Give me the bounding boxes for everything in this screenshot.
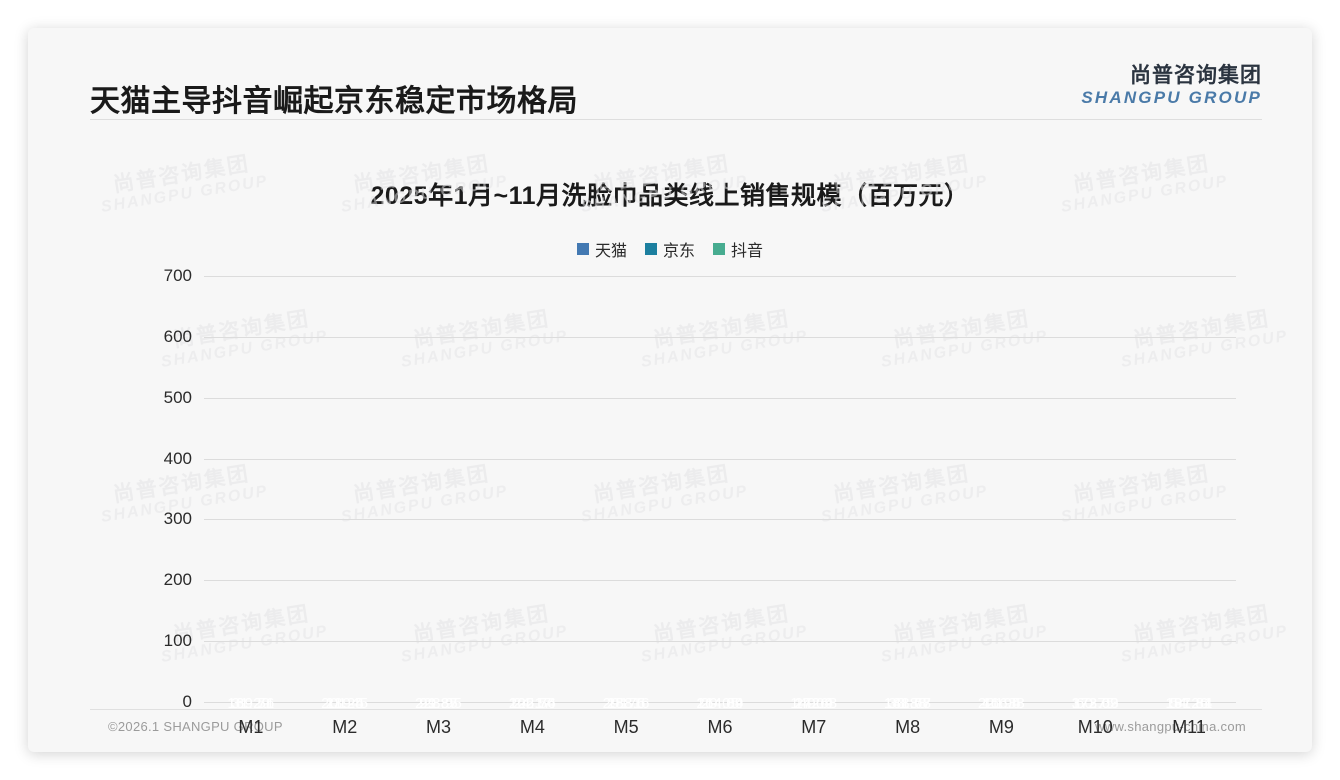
bar-group: 189.71 31.29 169.56 M1 [204,277,298,738]
chart-plot-area: 700 600 500 400 300 200 100 0 189.71 31.29 169.56… [164,266,1236,738]
x-axis-tick-label: M7 [801,717,827,737]
header-divider [90,119,1262,120]
y-axis-tick-label: 400 [163,448,192,468]
bar-value-label: 142.9 [794,694,834,712]
legend-swatch-icon [644,243,657,255]
bar-value-label: 41.94 [982,694,1021,712]
bar-group: 122.54 24.17 205.76 M4 [485,277,579,738]
bar-value-label: 164.84 [696,694,744,712]
gridline: 600 [164,327,1236,346]
y-axis-tick-label: 600 [163,326,192,346]
bar-value-label: 60.75 [1075,694,1115,712]
bar-group: 187.84 54.26 191.81 M11 [1142,277,1236,738]
bar-group: 164.84 29.05 214.09 M6 [673,277,767,738]
gridline: 500 [164,388,1236,407]
legend-label: 天猫 [594,243,627,260]
bar-group: 91.85 29.87 228.95 M3 [392,277,486,738]
bar-value-label: 54.26 [1169,694,1209,712]
bar-value-label: 158.6 [606,694,646,712]
legend-label: 京东 [662,243,695,260]
bar-value-label: 291.16 [602,694,650,712]
x-axis-tick-label: M5 [613,717,639,737]
footer-divider [90,709,1262,710]
y-axis-tick-label: 200 [163,570,192,590]
bar-value-label: 221.38 [977,694,1025,712]
bar-value-label: 191.81 [1165,694,1213,712]
bar-group: 172.69 60.75 373.03 M10 [1048,277,1142,738]
legend-swatch-icon [576,243,589,255]
bar-value-label: 29.87 [419,694,458,712]
bar-value-label: 201.45 [321,694,369,712]
gridline: 700 [164,266,1236,285]
x-axis-tick-label: M1 [238,717,264,737]
brand-logo-en: SHANGPU GROUP [1081,87,1262,107]
bar-value-label: 31.29 [231,694,271,712]
gridline: 300 [164,509,1236,528]
x-axis-tick-label: M11 [1172,717,1206,737]
bar-value-label: 172.69 [1071,694,1119,712]
bar-group: 166.5 41.94 221.38 M9 [955,277,1049,738]
legend-item-抖音[interactable]: 抖音 [713,237,763,261]
x-axis-tick-label: M6 [707,717,733,737]
y-axis-tick-label: 0 [182,692,192,711]
bar-group: 142.9 27.04 149.68 M7 [767,277,861,738]
bar-group: 158.6 28.75 291.16 M5 [579,277,673,738]
bar-group: 139.5 21.24 201.45 M2 [298,277,392,738]
legend-item-天猫[interactable]: 天猫 [576,237,627,261]
x-axis-tick-label: M8 [895,717,921,737]
bar-value-label: 139.5 [325,694,364,712]
bar-value-label: 122.54 [508,694,556,712]
x-axis-tick-label: M2 [332,717,358,737]
chart-legend: 天猫 京东 抖音 [28,237,1312,261]
legend-label: 抖音 [731,243,764,260]
chart-bars: 189.71 31.29 169.56 M1 139.5 21.24 201.45 M2 91.… [204,277,1236,738]
legend-item-京东[interactable]: 京东 [644,237,695,261]
bar-value-label: 373.03 [1071,694,1119,712]
legend-swatch-icon [713,243,725,255]
bar-value-label: 21.24 [325,694,364,712]
gridline: 400 [164,449,1236,468]
gridline: 200 [164,570,1236,589]
bar-value-label: 24.17 [513,694,552,712]
slide-header: 天猫主导抖音崛起京东稳定市场格局 尚普咨询集团 SHANGPU GROUP [28,28,1312,120]
brand-logo-cn: 尚普咨询集团 [1130,64,1262,87]
bar-value-label: 91.85 [419,694,458,712]
footer-copyright: ©2026.1 SHANGPU GROUP [108,719,283,734]
slide-card: 天猫主导抖音崛起京东稳定市场格局 尚普咨询集团 SHANGPU GROUP 20… [28,28,1312,752]
bar-value-label: 27.04 [794,694,834,712]
x-axis-tick-label: M9 [988,717,1014,737]
bar-value-label: 28.75 [606,694,646,712]
bar-value-label: 228.95 [414,694,463,712]
brand-logo: 尚普咨询集团 SHANGPU GROUP [1081,64,1262,107]
footer-website: www.shangpu-china.com [1095,719,1246,734]
bar-value-label: 33.88 [888,694,927,712]
gridline: 0 [183,692,1236,711]
chart-title: 2025年1月~11月洗脸巾品类线上销售规模（百万元） [370,182,970,210]
bar-value-label: 214.09 [696,694,744,712]
bar-value-label: 141.77 [884,694,932,712]
y-axis-tick-label: 300 [163,509,192,529]
stacked-bar-chart: 天猫 京东 抖音 700 600 500 400 300 200 100 0 189.71 31.2… [28,233,1312,738]
y-axis-tick-label: 700 [163,266,192,285]
bar-value-label: 187.84 [1165,694,1213,712]
bar-value-label: 166.5 [982,694,1021,712]
page-title: 天猫主导抖音崛起京东稳定市场格局 [90,85,578,118]
bar-value-label: 149.68 [790,694,838,712]
x-axis-tick-label: M10 [1077,717,1113,737]
bar-value-label: 169.56 [227,694,275,712]
bar-value-label: 188.68 [884,694,932,712]
bar-value-label: 205.76 [508,694,556,712]
gridline: 100 [164,631,1236,650]
y-axis-tick-label: 100 [163,631,192,651]
bar-value-label: 189.71 [227,694,275,712]
bar-value-label: 29.05 [700,694,740,712]
x-axis-tick-label: M3 [426,717,452,737]
bar-group: 141.77 33.88 188.68 M8 [861,277,955,738]
x-axis-tick-label: M4 [519,717,545,737]
y-axis-tick-label: 500 [163,387,192,407]
